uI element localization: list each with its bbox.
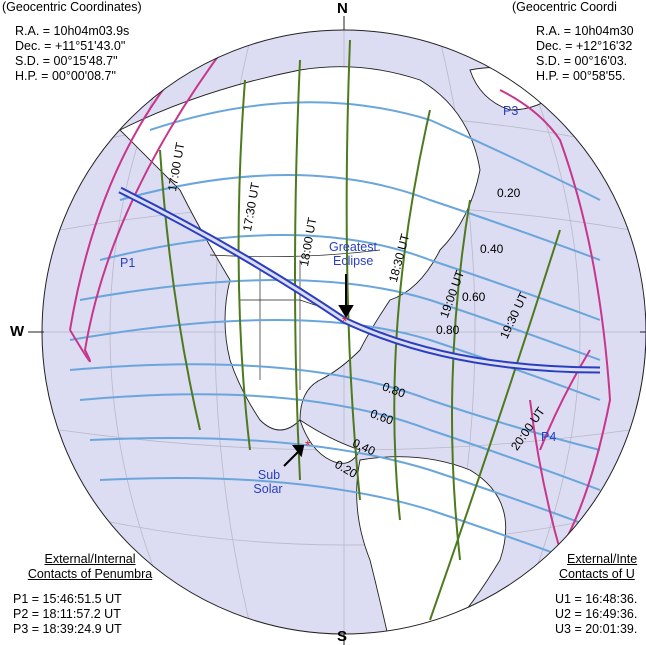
sub-solar-line2: Solar bbox=[253, 482, 283, 496]
umbra-contacts-title2: Contacts of U bbox=[559, 567, 635, 581]
penumbra-limits bbox=[69, 39, 612, 553]
contact-p3: P3 bbox=[503, 104, 519, 118]
right-panel-header: (Geocentric Coordi bbox=[512, 0, 617, 14]
mag-label-040-north: 0.40 bbox=[480, 242, 504, 256]
south-label: S bbox=[337, 628, 348, 645]
sub-solar-line1: Sub bbox=[257, 468, 281, 482]
penumbra-p2: P2 = 18:11:57.2 UT bbox=[13, 607, 121, 621]
penumbra-p3: P3 = 18:39:24.9 UT bbox=[13, 622, 122, 636]
left-panel-header: (Geocentric Coordinates) bbox=[2, 0, 142, 14]
penumbra-p1: P1 = 15:46:51.5 UT bbox=[13, 592, 122, 606]
north-america bbox=[119, 66, 481, 431]
umbra-u3: U3 = 20:01:39. bbox=[555, 622, 638, 636]
west-label: W bbox=[10, 323, 25, 340]
land bbox=[119, 66, 561, 634]
left-dec: Dec. = +11°51'43.0" bbox=[15, 39, 126, 53]
right-hp: H.P. = 00°58'55. bbox=[536, 69, 626, 83]
central-path bbox=[118, 186, 601, 374]
umbra-u1: U1 = 16:48:36. bbox=[555, 592, 638, 606]
mag-label-060-north: 0.60 bbox=[462, 290, 486, 304]
mag-label-080-north: 0.80 bbox=[436, 323, 460, 337]
left-ra: R.A. = 10h04m03.9s bbox=[15, 24, 130, 38]
umbra-contacts-title1: External/Inte bbox=[567, 552, 638, 566]
pointer-arrows bbox=[283, 274, 354, 467]
right-sd: S.D. = 00°16'03. bbox=[536, 54, 628, 68]
contact-p4: P4 bbox=[541, 430, 557, 444]
umbra-u2: U2 = 16:49:36. bbox=[555, 607, 638, 621]
greatest-eclipse-line1: Greatest bbox=[329, 240, 377, 254]
svg-text:*: * bbox=[305, 437, 311, 453]
svg-text:*: * bbox=[342, 313, 348, 329]
contact-p1: P1 bbox=[120, 256, 136, 270]
greatest-eclipse-line2: Eclipse bbox=[333, 254, 374, 268]
north-label: N bbox=[337, 0, 348, 17]
south-america bbox=[356, 456, 507, 634]
right-dec: Dec. = +12°16'32 bbox=[536, 39, 633, 53]
right-ra: R.A. = 10h04m30 bbox=[536, 24, 634, 38]
time-curves bbox=[159, 39, 561, 621]
left-hp: H.P. = 00°00'08.7" bbox=[15, 69, 116, 83]
left-sd: S.D. = 00°15'48.7" bbox=[15, 54, 118, 68]
penumbra-contacts-title1: External/Internal bbox=[44, 552, 136, 566]
mag-label-020-north: 0.20 bbox=[497, 186, 521, 200]
penumbra-contacts-title2: Contacts of Penumbra bbox=[27, 567, 153, 581]
markers: * * bbox=[305, 313, 348, 453]
